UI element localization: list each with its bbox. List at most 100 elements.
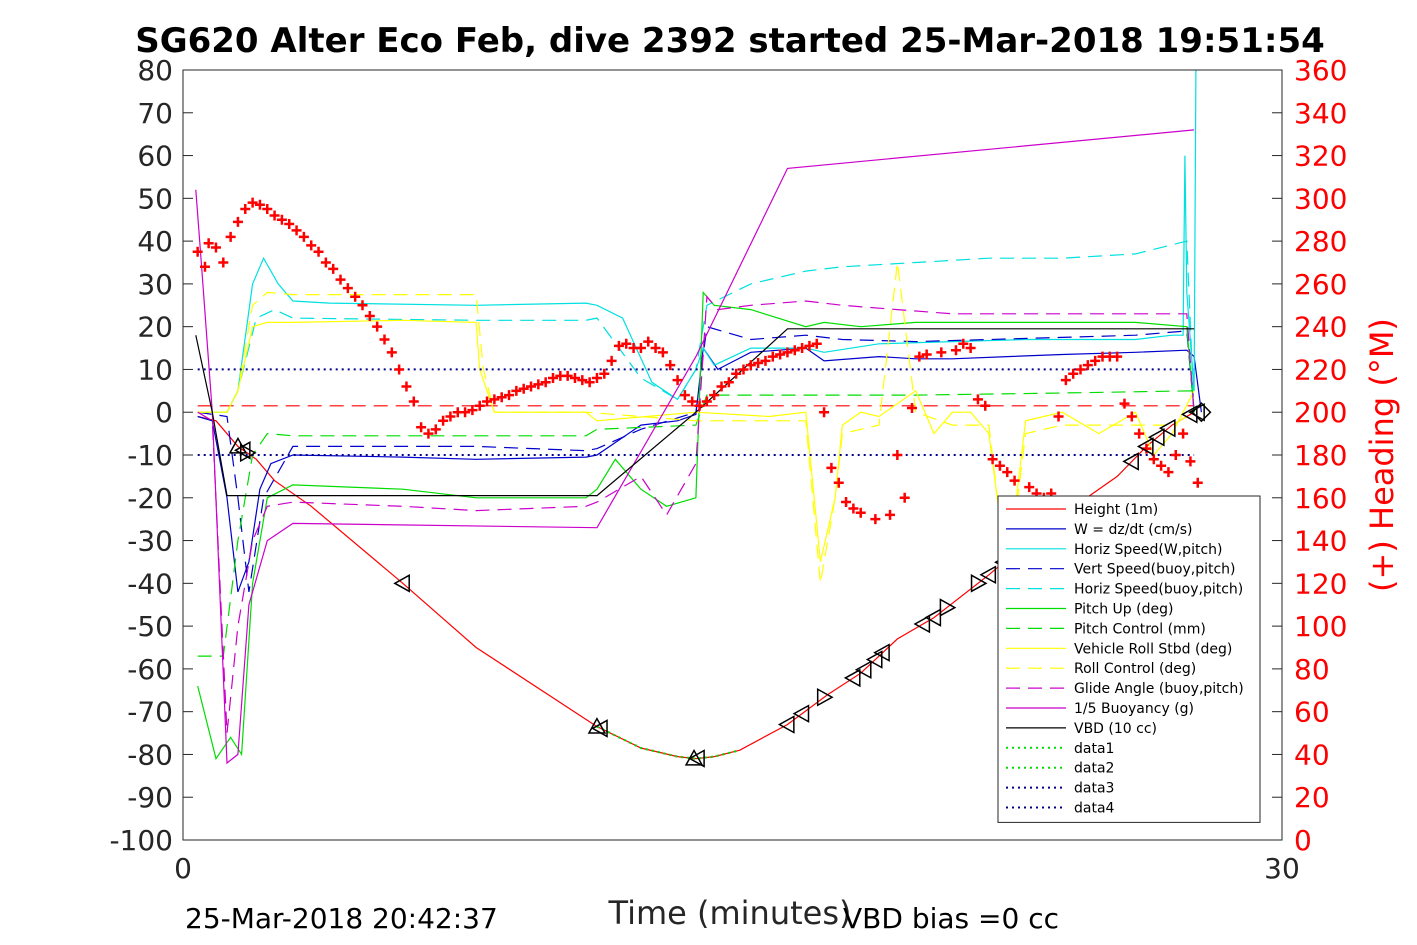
series-roll-control-deg — [197, 262, 1195, 584]
heading-marker — [547, 373, 558, 383]
right-tick-label: 260 — [1294, 268, 1347, 301]
heading-marker — [650, 343, 661, 354]
heading-marker — [199, 261, 210, 272]
heading-marker — [606, 355, 617, 366]
heading-marker — [1185, 456, 1196, 467]
heading-marker — [767, 351, 778, 362]
series-horiz-speed-buoy-pitch — [197, 240, 1195, 413]
heading-marker — [518, 383, 529, 394]
heading-marker — [247, 197, 258, 208]
heading-marker — [848, 503, 859, 514]
heading-marker — [430, 424, 441, 435]
right-tick-label: 80 — [1294, 653, 1330, 686]
y-tick-label: 60 — [137, 140, 173, 173]
legend-label: Vert Speed(buoy,pitch) — [1074, 562, 1236, 578]
marker-layer — [192, 197, 1212, 768]
heading-marker — [445, 411, 456, 422]
heading-marker — [357, 300, 368, 311]
right-tick-label: 200 — [1294, 396, 1347, 429]
heading-marker — [1156, 460, 1167, 471]
heading-marker — [269, 210, 280, 221]
y-tick-label: -30 — [127, 525, 173, 558]
legend-label: data1 — [1074, 741, 1114, 757]
heading-marker — [1163, 467, 1174, 478]
legend-box — [997, 495, 1261, 823]
tick-layer: 80706050403020100-10-20-30-40-50-60-70-8… — [109, 54, 1347, 885]
y-tick-label: -70 — [127, 696, 173, 729]
event-marker — [1180, 405, 1198, 424]
heading-marker — [489, 394, 500, 405]
heading-marker — [980, 400, 991, 411]
legend-label: VBD (10 cc) — [1074, 721, 1157, 737]
y-tick-label: -50 — [127, 610, 173, 643]
heading-marker — [907, 402, 918, 413]
heading-marker — [599, 368, 610, 379]
heading-marker — [335, 274, 346, 285]
heading-marker — [372, 321, 383, 332]
legend-label: data4 — [1074, 801, 1115, 817]
series-horiz-speed-w-pitch — [197, 70, 1197, 413]
event-marker — [924, 608, 942, 627]
heading-marker — [797, 343, 808, 354]
series-glide-angle-buoy-pitch — [197, 295, 1195, 734]
heading-marker — [613, 340, 624, 351]
heading-marker — [811, 338, 822, 349]
heading-marker — [665, 360, 676, 371]
y-tick-label: 20 — [137, 311, 173, 344]
heading-marker — [635, 343, 646, 354]
heading-marker — [386, 347, 397, 358]
heading-marker — [416, 422, 427, 433]
event-marker — [777, 715, 795, 734]
heading-marker — [885, 509, 896, 520]
heading-marker — [364, 310, 375, 321]
legend-label: 1/5 Buoyancy (g) — [1074, 701, 1194, 717]
heading-marker — [474, 400, 485, 411]
heading-marker — [284, 219, 295, 229]
heading-marker — [716, 381, 727, 392]
heading-marker — [225, 231, 236, 242]
heading-marker — [526, 381, 537, 392]
heading-marker — [254, 199, 265, 210]
x-tick-label: 30 — [1264, 852, 1300, 885]
y-tick-label: 80 — [137, 54, 173, 87]
heading-marker — [760, 355, 771, 366]
heading-marker — [504, 390, 515, 401]
right-tick-label: 360 — [1294, 54, 1347, 87]
heading-marker — [591, 373, 602, 383]
right-tick-label: 340 — [1294, 97, 1347, 130]
y-tick-label: 70 — [137, 97, 173, 130]
heading-marker — [569, 373, 580, 383]
series-data2 — [596, 725, 741, 760]
heading-marker — [826, 462, 837, 473]
heading-marker — [350, 291, 361, 302]
y-tick-label: 10 — [137, 353, 173, 386]
legend-label: data3 — [1074, 781, 1114, 797]
footer-timestamp: 25-Mar-2018 20:42:37 — [185, 902, 498, 935]
heading-marker — [584, 377, 595, 388]
heading-marker — [1060, 375, 1071, 386]
heading-marker — [804, 340, 815, 351]
heading-marker — [1053, 411, 1064, 422]
legend-label: Horiz Speed(W,pitch) — [1074, 542, 1222, 558]
heading-marker — [738, 364, 749, 375]
heading-marker — [899, 492, 910, 503]
heading-marker — [819, 407, 830, 418]
heading-marker — [914, 351, 925, 362]
heading-marker — [1024, 482, 1035, 493]
heading-marker — [1002, 467, 1013, 478]
heading-marker — [672, 375, 683, 386]
heading-marker — [511, 385, 522, 396]
end-marker — [1191, 402, 1212, 423]
y-tick-label: -60 — [127, 653, 173, 686]
heading-marker — [1178, 428, 1189, 439]
heading-marker — [987, 454, 998, 465]
heading-marker — [467, 405, 478, 416]
legend-label: Height (1m) — [1074, 502, 1158, 518]
right-tick-label: 240 — [1294, 311, 1347, 344]
heading-marker — [833, 477, 844, 488]
heading-marker — [203, 238, 214, 249]
heading-marker — [723, 377, 734, 388]
series-vehicle-roll-stbd-deg — [197, 319, 1195, 575]
event-marker — [979, 565, 997, 585]
heading-marker — [841, 497, 852, 508]
